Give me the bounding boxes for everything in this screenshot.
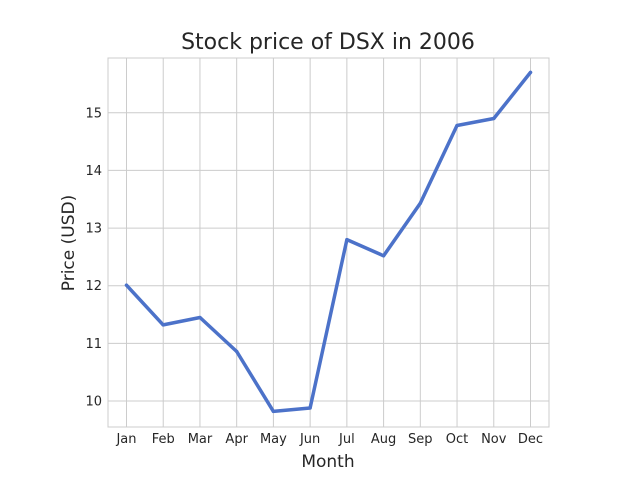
data-point-aug — [381, 254, 386, 258]
data-point-apr — [235, 349, 239, 354]
x-tick-label: Oct — [446, 432, 468, 447]
grid — [108, 58, 549, 427]
data-point-mar — [198, 315, 202, 320]
y-tick-label: 11 — [85, 337, 102, 352]
x-tick-label: Dec — [518, 432, 543, 447]
series-layer — [124, 70, 533, 414]
data-point-jul — [345, 238, 349, 242]
data-point-nov — [492, 116, 496, 121]
x-tick-label: Nov — [481, 432, 507, 447]
data-point-oct — [455, 123, 459, 128]
x-tick-label: Feb — [152, 432, 175, 447]
data-point-may — [271, 409, 276, 414]
x-tick-label: Apr — [225, 432, 248, 447]
x-tick-label: Jan — [115, 432, 136, 447]
x-tick-label: Jul — [338, 432, 355, 447]
y-axis-label: Price (USD) — [59, 195, 79, 291]
y-tick-label: 15 — [85, 106, 102, 121]
x-tick-label: Mar — [188, 432, 213, 447]
data-point-jan — [124, 283, 129, 287]
data-point-feb — [161, 323, 165, 327]
y-tick-label: 14 — [85, 164, 102, 179]
x-axis-label: Month — [301, 452, 354, 472]
x-tick-label: Jun — [299, 432, 320, 447]
data-point-jun — [308, 406, 312, 410]
data-point-sep — [418, 201, 422, 205]
x-axis-ticks: Jan Feb Mar Apr May Jun Jul Aug Sep Oct Nov Dec — [115, 432, 543, 447]
x-tick-label: Sep — [408, 432, 433, 447]
y-axis-ticks: 10 11 12 13 14 15 — [85, 106, 102, 409]
data-point-dec — [528, 70, 533, 75]
x-tick-label: May — [260, 432, 287, 447]
chart-title: Stock price of DSX in 2006 — [181, 30, 475, 55]
plot-frame — [107, 57, 550, 428]
y-tick-label: 12 — [85, 279, 102, 294]
y-tick-label: 10 — [85, 395, 102, 410]
x-tick-label: Aug — [371, 432, 396, 447]
series-line — [124, 70, 533, 414]
y-tick-label: 13 — [85, 222, 102, 237]
